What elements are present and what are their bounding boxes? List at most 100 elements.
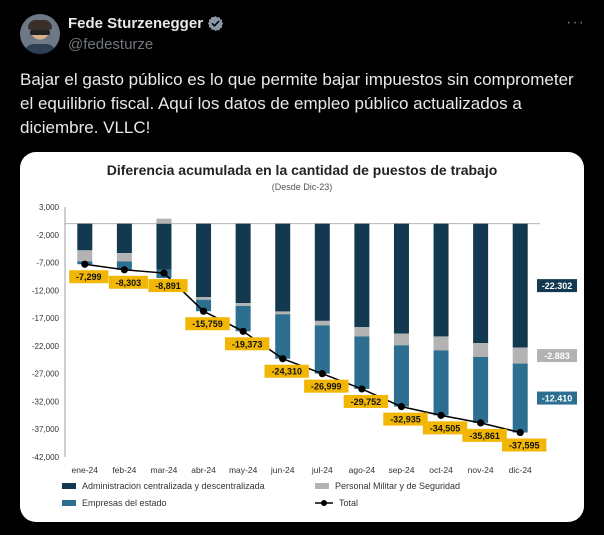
legend-swatch: [62, 483, 76, 489]
bar-empresas: [275, 314, 291, 359]
x-tick-label: jul-24: [311, 465, 333, 475]
legend-label: Empresas del estado: [82, 498, 167, 508]
bar-admin: [275, 223, 291, 312]
bar-militar: [314, 320, 330, 326]
avatar-glasses: [30, 30, 50, 35]
bar-militar: [116, 253, 132, 262]
end-label-militar: -2.883: [544, 351, 570, 361]
bar-militar: [393, 333, 409, 346]
x-tick-label: jun-24: [270, 465, 295, 475]
total-label-box: [383, 412, 428, 426]
bar-empresas: [235, 305, 251, 332]
end-label-admin: -22.302: [542, 281, 573, 291]
user-name[interactable]: Fede Sturzenegger: [68, 15, 204, 32]
y-tick-label: -7,000: [36, 259, 59, 268]
bar-militar: [196, 297, 212, 300]
avatar-shirt: [24, 44, 56, 54]
x-tick-label: abr-24: [191, 465, 216, 475]
legend-item-total: Total: [315, 498, 358, 508]
y-tick-label: -12,000: [32, 286, 60, 295]
x-tick-label: feb-24: [112, 465, 136, 475]
bar-militar: [512, 347, 528, 364]
x-tick-label: ene-24: [72, 465, 99, 475]
total-label-box: [108, 275, 148, 289]
total-point: [81, 260, 89, 268]
bar-militar: [275, 311, 291, 315]
chart-title: Diferencia acumulada en la cantidad de p…: [106, 162, 498, 178]
tweet-text: Bajar el gasto público es lo que permite…: [20, 70, 574, 137]
y-tick-label: -42,000: [32, 453, 60, 462]
verified-badge-icon: [207, 16, 224, 31]
bar-admin: [354, 223, 370, 327]
total-data-label: -19,373: [232, 339, 263, 349]
total-data-label: -7,299: [76, 272, 102, 282]
chart-image[interactable]: Diferencia acumulada en la cantidad de p…: [20, 152, 584, 522]
legend-swatch: [62, 500, 76, 506]
bar-admin: [116, 223, 132, 254]
total-label-box: [224, 337, 270, 351]
total-data-label: -32,935: [390, 415, 421, 425]
total-point: [358, 385, 366, 393]
total-data-label: -8,303: [116, 278, 142, 288]
bar-admin: [512, 223, 528, 348]
end-label-empresas-box: [537, 391, 577, 405]
y-tick-label: -37,000: [32, 425, 60, 434]
bar-admin: [196, 223, 212, 297]
total-label-box: [422, 421, 468, 435]
total-data-label: -8,891: [155, 281, 181, 291]
total-data-label: -26,999: [311, 382, 342, 392]
chart-svg: 3,000 -2,000 -7,000 -12,000 -17,000 -22,000 -2…: [32, 203, 577, 475]
legend-item-militar: Personal Militar y de Seguridad: [315, 481, 460, 491]
bar-admin: [235, 223, 251, 304]
x-tick-label: dic-24: [509, 465, 532, 475]
total-label-box: [304, 379, 349, 393]
bar-militar: [473, 343, 489, 357]
bar-militar: [433, 336, 449, 351]
bar-empresas: [393, 345, 409, 407]
total-point: [160, 269, 168, 277]
y-tick-label: -27,000: [32, 370, 60, 379]
bar-militar: [77, 250, 93, 262]
more-options-icon[interactable]: ···: [566, 14, 585, 31]
bar-empresas: [196, 299, 212, 312]
legend-total-swatch: [315, 500, 333, 506]
bar-empresas: [473, 357, 489, 423]
end-label-admin-box: [537, 279, 577, 293]
total-label-box: [264, 364, 309, 378]
bar-admin: [156, 223, 172, 270]
total-label-box: [148, 279, 188, 293]
bar-admin: [314, 223, 330, 321]
total-point: [199, 307, 208, 315]
x-tick-label: may-24: [229, 465, 258, 475]
y-tick-label: -22,000: [32, 342, 60, 351]
total-point: [279, 355, 287, 363]
total-data-label: -15,759: [192, 319, 223, 329]
bar-admin: [393, 223, 409, 334]
total-data-label: -29,752: [351, 397, 382, 407]
y-tick-label: 3,000: [39, 203, 60, 212]
total-point: [437, 411, 445, 419]
legend-label: Administracion centralizada y descentral…: [82, 481, 265, 491]
total-label-box: [343, 394, 389, 408]
bar-empresas: [314, 325, 330, 374]
x-tick-label: nov-24: [468, 465, 494, 475]
total-point: [120, 266, 128, 274]
total-point: [477, 419, 485, 427]
bar-empresas: [512, 363, 528, 433]
chart-subtitle: (Desde Dic-23): [271, 182, 333, 192]
total-data-label: -34,505: [430, 423, 461, 433]
legend-swatch: [315, 483, 329, 489]
total-label-box: [462, 428, 507, 442]
bar-admin: [473, 223, 489, 344]
x-tick-label: ago-24: [349, 465, 376, 475]
total-point: [516, 428, 524, 437]
bar-empresas: [433, 350, 449, 416]
legend-label: Total: [339, 498, 359, 508]
avatar[interactable]: [20, 14, 60, 54]
bar-militar: [354, 327, 370, 337]
total-point: [397, 403, 406, 411]
total-data-label: -35,861: [469, 431, 500, 441]
user-handle[interactable]: @fedesturze: [68, 36, 154, 53]
legend-label: Personal Militar y de Seguridad: [335, 481, 461, 491]
total-label-box: [502, 438, 547, 452]
